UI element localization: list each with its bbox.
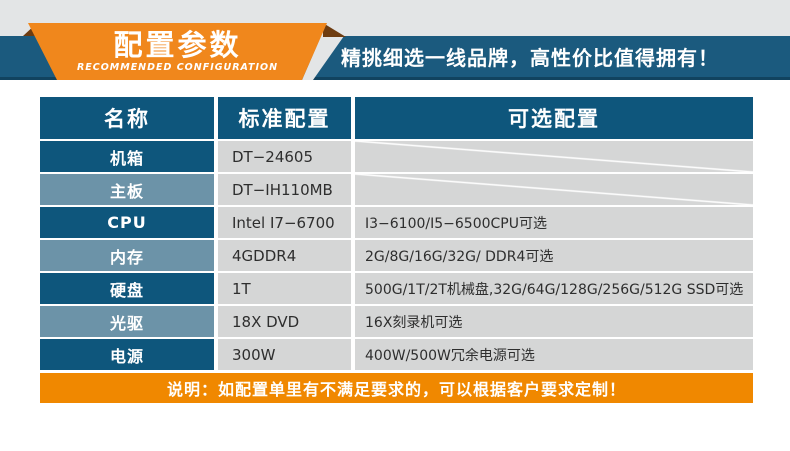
row-standard-cell: 300W: [218, 339, 351, 370]
note-bar: 说明：如配置单里有不满足要求的，可以根据客户要求定制！: [40, 373, 753, 403]
row-name-cell: 电源: [40, 339, 214, 370]
row-optional-cell: 500G/1T/2T机械盘,32G/64G/128G/256G/512G SSD…: [355, 273, 753, 304]
header-tagline: 精挑细选一线品牌，高性价比值得拥有！: [341, 46, 719, 70]
row-standard-cell: DT−24605: [218, 141, 351, 172]
column-header-standard: 标准配置: [218, 97, 351, 139]
table-header-row: 名称 标准配置 可选配置: [40, 97, 753, 139]
row-standard-cell: 1T: [218, 273, 351, 304]
table-row: 机箱 DT−24605: [40, 141, 753, 172]
table-row: 硬盘 1T 500G/1T/2T机械盘,32G/64G/128G/256G/51…: [40, 273, 753, 304]
row-optional-cell: I3−6100/I5−6500CPU可选: [355, 207, 753, 238]
row-optional-cell: [355, 174, 753, 205]
row-name-cell: CPU: [40, 207, 214, 238]
row-optional-cell: 2G/8G/16G/32G/ DDR4可选: [355, 240, 753, 271]
row-name-cell: 硬盘: [40, 273, 214, 304]
table-row: 主板 DT−IH110MB: [40, 174, 753, 205]
page-title: 配置参数: [113, 27, 242, 62]
row-optional-cell: [355, 141, 753, 172]
note-text: 说明：如配置单里有不满足要求的，可以根据客户要求定制！: [166, 380, 626, 399]
row-standard-cell: DT−IH110MB: [218, 174, 351, 205]
row-standard-cell: 4GDDR4: [218, 240, 351, 271]
row-name-cell: 主板: [40, 174, 214, 205]
row-optional-cell: 16X刻录机可选: [355, 306, 753, 337]
row-optional-cell: 400W/500W冗余电源可选: [355, 339, 753, 370]
row-name-cell: 光驱: [40, 306, 214, 337]
column-header-name: 名称: [40, 97, 214, 139]
table-row: 光驱 18X DVD 16X刻录机可选: [40, 306, 753, 337]
column-header-optional: 可选配置: [355, 97, 753, 139]
title-ribbon: 配置参数 RECOMMENDED CONFIGURATION: [28, 23, 327, 80]
table-row: CPU Intel I7−6700 I3−6100/I5−6500CPU可选: [40, 207, 753, 238]
table-row: 电源 300W 400W/500W冗余电源可选: [40, 339, 753, 370]
row-standard-cell: 18X DVD: [218, 306, 351, 337]
table-body: 机箱 DT−24605 主板 DT−IH110MB CPU Intel I7−6…: [40, 141, 753, 370]
page-subtitle: RECOMMENDED CONFIGURATION: [76, 62, 279, 74]
row-name-cell: 机箱: [40, 141, 214, 172]
spec-table: 名称 标准配置 可选配置 机箱 DT−24605 主板 DT−IH110MB C…: [40, 97, 753, 372]
row-name-cell: 内存: [40, 240, 214, 271]
table-row: 内存 4GDDR4 2G/8G/16G/32G/ DDR4可选: [40, 240, 753, 271]
row-standard-cell: Intel I7−6700: [218, 207, 351, 238]
